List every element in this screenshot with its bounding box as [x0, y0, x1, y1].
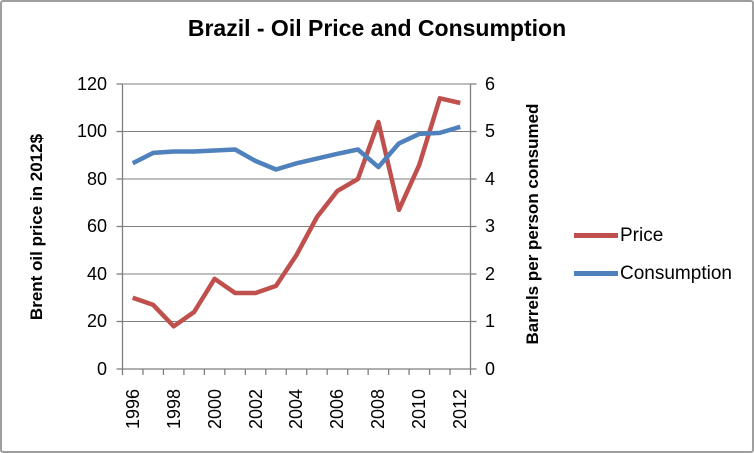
y-right-axis-title: Barrels per person consumed	[523, 103, 542, 345]
y-left-axis-title: Brent oil price in 2012$	[27, 133, 46, 321]
x-tick-label: 1996	[123, 388, 143, 430]
x-tick-label: 2008	[368, 388, 388, 430]
x-tick-label: 2000	[205, 388, 225, 430]
y-left-tick-label: 80	[86, 169, 107, 189]
y-right-tick-label: 0	[485, 359, 496, 379]
x-tick-label: 2010	[409, 388, 429, 430]
y-left-tick-label: 40	[86, 264, 107, 284]
y-right-tick-label: 4	[485, 169, 496, 189]
y-right-tick-label: 3	[485, 216, 496, 236]
y-right-tick-label: 5	[485, 121, 496, 141]
x-tick-label: 1998	[164, 388, 184, 430]
x-tick-label: 2006	[327, 388, 347, 430]
consumption-series-line	[131, 124, 461, 172]
legend-price-label: Price	[620, 225, 664, 246]
y-left-tick-label: 100	[76, 121, 107, 141]
y-right-tick-label: 6	[485, 74, 496, 94]
legend-consumption-label: Consumption	[620, 263, 732, 284]
legend-price-line-sample	[574, 233, 618, 238]
y-left-tick-label: 120	[76, 74, 107, 94]
legend-consumption-line-sample	[574, 271, 618, 276]
x-tick-label: 2004	[286, 388, 306, 430]
chart-title: Brazil - Oil Price and Consumption	[187, 15, 567, 41]
y-right-tick-label: 2	[485, 264, 496, 284]
y-right-tick-label: 1	[485, 311, 496, 331]
x-tick-label: 2012	[450, 388, 470, 430]
y-left-tick-label: 60	[86, 216, 107, 236]
y-left-tick-label: 0	[96, 359, 107, 379]
x-tick-label: 2002	[246, 388, 266, 430]
price-series-line	[131, 96, 461, 329]
y-left-tick-label: 20	[86, 311, 107, 331]
